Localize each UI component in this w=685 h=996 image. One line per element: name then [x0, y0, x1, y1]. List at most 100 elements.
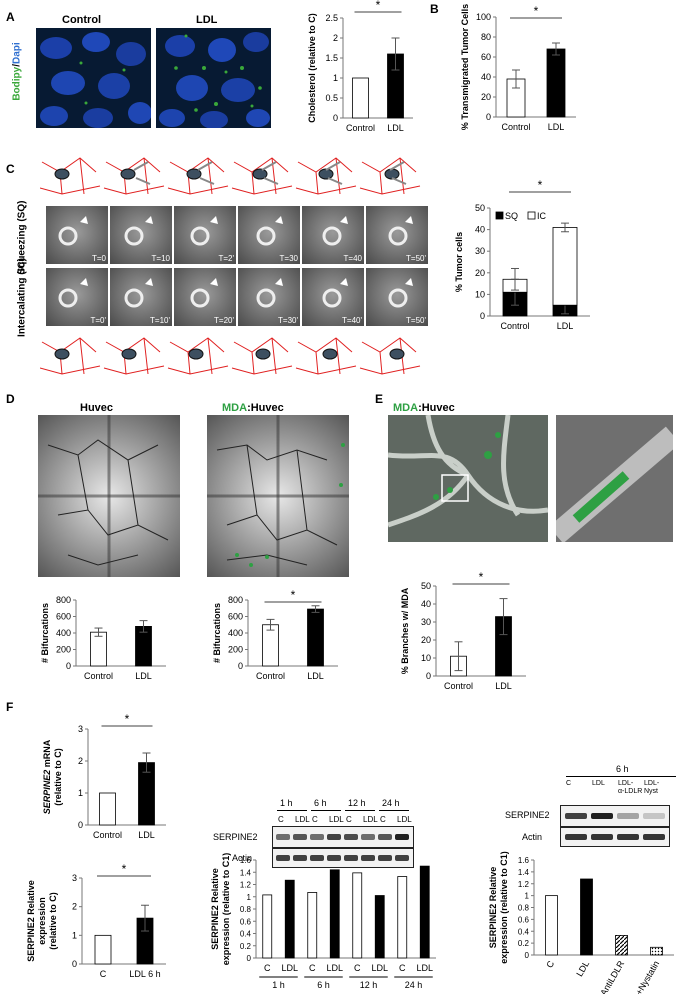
y-tick-label: 40 — [481, 72, 491, 82]
protein-band — [344, 834, 358, 840]
bar — [615, 935, 628, 956]
y-tick-label: 1.4 — [518, 868, 530, 877]
y-tick-label: 1.6 — [518, 856, 530, 865]
lane-label: LDL — [329, 815, 344, 824]
panel-letter-a: A — [6, 10, 15, 24]
ic-timelapse-row: T=0' T=10' T=20' T=30' T=40' T=50' — [46, 268, 430, 326]
y-axis-label: Cholesterol (relative to C) — [307, 13, 317, 123]
significance-star: * — [291, 588, 296, 602]
protein-band — [361, 855, 375, 861]
lane-label: C — [278, 815, 284, 824]
cell-schematic — [167, 157, 229, 195]
y-tick-label: 1 — [72, 930, 77, 940]
bar — [650, 946, 663, 956]
endothelial-outline — [231, 157, 293, 195]
y-tick-label: 10 — [421, 653, 431, 663]
y-tick-label: 80 — [481, 32, 491, 42]
x-tick-label: LDL — [371, 963, 388, 973]
protein-band — [378, 855, 392, 861]
blot-row-label: Actin — [232, 853, 253, 863]
group-label: 6 h — [317, 980, 330, 990]
cell-schematic — [231, 157, 293, 195]
y-tick-label: 1.2 — [240, 881, 252, 890]
x-tick-label: C — [264, 963, 271, 973]
endothelial-outline — [231, 337, 293, 375]
endothelial-outline — [40, 157, 101, 195]
y-axis-label: % Tumor cells — [454, 232, 464, 292]
x-tick-label: LDL 6 h — [129, 969, 160, 979]
protein-band — [591, 813, 613, 819]
x-tick-label: LDL+AntiLDLR — [587, 959, 626, 994]
cell-schematic — [40, 157, 101, 195]
y-axis-label: # Bifurcations — [40, 603, 50, 663]
y-tick-label: 2.5 — [325, 13, 338, 23]
tumor-cell — [121, 348, 137, 360]
protein-band — [643, 813, 665, 819]
chart-tumor-cells-stacked: 0 10 20 30 40 50 % Tumor cells Control LDL SQ IC * — [454, 180, 590, 331]
panel-letter-d: D — [6, 392, 15, 406]
ic-schematic-row — [40, 337, 421, 375]
blot-band-strip — [272, 826, 414, 848]
frame-time-label: T=30' — [278, 316, 298, 325]
protein-band — [565, 834, 587, 840]
y-tick-label: 30 — [421, 617, 431, 627]
chart-serpine2-protein: 0 1 2 3 SERPINE2 Relative expression (relative… — [26, 864, 166, 979]
cell-schematic — [295, 157, 357, 195]
panel-letter-e: E — [375, 392, 384, 406]
time-underline — [277, 810, 307, 811]
significance-star: * — [534, 4, 539, 18]
panel-letter-f: F — [6, 700, 14, 714]
endothelial-outline — [359, 157, 421, 195]
y-tick-label: 0.4 — [518, 927, 530, 936]
ic-frame: T=20' — [174, 268, 236, 326]
y-tick-label: 0 — [247, 954, 252, 963]
protein-band — [617, 813, 639, 819]
y-tick-label: 3 — [72, 873, 77, 883]
y-axis-label: (relative to C) — [53, 748, 63, 806]
time-underline — [345, 810, 375, 811]
bar — [580, 878, 593, 956]
bar — [397, 876, 408, 959]
protein-band — [395, 834, 409, 840]
bar — [90, 631, 107, 667]
endothelial-outline — [295, 337, 357, 375]
legend-label: SQ — [505, 211, 518, 221]
x-tick-label: C — [544, 959, 556, 970]
control-image-label: Control — [62, 14, 102, 26]
bar — [99, 792, 116, 826]
lane-label: LDL — [295, 815, 310, 824]
bar — [262, 894, 273, 959]
bar — [329, 869, 340, 959]
y-tick-label: 0.8 — [518, 904, 530, 913]
endothelial-outline — [40, 337, 101, 375]
frame-time-label: T=0' — [90, 316, 106, 325]
y-tick-label: 1.2 — [518, 880, 530, 889]
bar — [307, 608, 324, 667]
significance-star: * — [376, 0, 381, 12]
y-tick-label: 10 — [475, 289, 485, 299]
lane-label: C — [566, 780, 572, 787]
significance-star: * — [125, 714, 130, 726]
blot-band-strip — [272, 848, 414, 868]
branch-zoom-image — [556, 415, 673, 542]
gap-marker — [133, 161, 151, 185]
ldl-image-label: LDL — [196, 14, 218, 26]
bar — [546, 48, 566, 118]
protein-band — [344, 855, 358, 861]
gap-marker — [325, 161, 343, 185]
x-tick-label: LDL — [326, 963, 343, 973]
endothelial-outline — [359, 337, 421, 375]
x-tick-label: Control — [93, 830, 122, 840]
protein-band — [293, 834, 307, 840]
y-tick-label: 1.6 — [240, 856, 252, 865]
y-axis-label: SERPINE2 mRNA — [42, 739, 52, 814]
ic-frame: T=40' — [302, 268, 364, 326]
protein-band — [565, 813, 587, 819]
y-tick-label: 0.6 — [240, 917, 252, 926]
y-tick-label: 600 — [228, 612, 243, 622]
y-tick-label: 60 — [481, 52, 491, 62]
ic-row-label: Intercalating (IC) — [16, 258, 28, 337]
sq-schematic-row — [40, 157, 421, 195]
gap-marker — [197, 161, 215, 185]
group-label: 1 h — [272, 980, 285, 990]
